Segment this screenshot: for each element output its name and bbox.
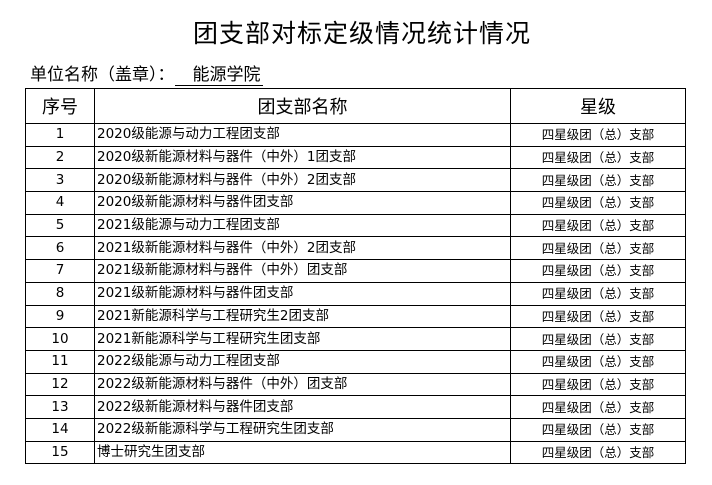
- cell-star-level: 四星级团（总）支部: [510, 304, 686, 329]
- cell-index: 4: [25, 191, 95, 215]
- header-branch-name: 团支部名称: [94, 88, 511, 124]
- cell-index: 15: [25, 440, 95, 465]
- table-row: 2 2020级新能源材料与器件（中外）1团支部 四星级团（总）支部: [25, 145, 686, 170]
- cell-index: 6: [25, 236, 95, 261]
- cell-star-level: 四星级团（总）支部: [510, 168, 686, 193]
- cell-branch-name: 2020级能源与动力工程团支部: [94, 123, 511, 147]
- cell-branch-name: 2021级新能源材料与器件（中外）2团支部: [94, 236, 511, 261]
- page-title: 团支部对标定级情况统计情况: [192, 19, 531, 48]
- cell-branch-name: 2021级新能源材料与器件团支部: [94, 281, 511, 306]
- unit-line: 单位名称（盖章）： 能源学院: [30, 60, 263, 86]
- cell-branch-name: 2020级新能源材料与器件（中外）2团支部: [94, 168, 511, 193]
- table-row: 14 2022级新能源科学与工程研究生团支部 四星级团（总）支部: [25, 417, 686, 442]
- table-row: 12 2022级新能源材料与器件（中外）团支部 四星级团（总）支部: [25, 372, 686, 397]
- table-row: 13 2022级新能源材料与器件团支部 四星级团（总）支部: [25, 395, 686, 419]
- cell-index: 2: [25, 145, 95, 170]
- table-row: 1 2020级能源与动力工程团支部 四星级团（总）支部: [25, 123, 686, 147]
- cell-branch-name: 2021新能源科学与工程研究生团支部: [94, 327, 511, 351]
- cell-branch-name: 2021级新能源材料与器件（中外）团支部: [94, 259, 511, 283]
- cell-index: 3: [25, 168, 95, 193]
- cell-star-level: 四星级团（总）支部: [510, 372, 686, 397]
- table-row: 10 2021新能源科学与工程研究生团支部 四星级团（总）支部: [25, 327, 686, 351]
- cell-index: 1: [25, 123, 95, 147]
- cell-star-level: 四星级团（总）支部: [510, 327, 686, 351]
- branch-rating-table: 序号 团支部名称 星级 1 2020级能源与动力工程团支部 四星级团（总）支部 2 20…: [25, 88, 686, 465]
- table-row: 7 2021级新能源材料与器件（中外）团支部 四星级团（总）支部: [25, 259, 686, 283]
- cell-index: 8: [25, 281, 95, 306]
- cell-branch-name: 2021新能源科学与工程研究生2团支部: [94, 304, 511, 329]
- table-row: 8 2021级新能源材料与器件团支部 四星级团（总）支部: [25, 281, 686, 306]
- cell-star-level: 四星级团（总）支部: [510, 191, 686, 215]
- cell-star-level: 四星级团（总）支部: [510, 440, 686, 465]
- cell-branch-name: 2022级新能源科学与工程研究生团支部: [94, 417, 511, 442]
- cell-index: 14: [25, 417, 95, 442]
- table-row: 4 2020级新能源材料与器件团支部 四星级团（总）支部: [25, 191, 686, 215]
- table-header-row: 序号 团支部名称 星级: [25, 88, 686, 124]
- cell-branch-name: 2020级新能源材料与器件团支部: [94, 191, 511, 215]
- cell-index: 10: [25, 327, 95, 351]
- cell-branch-name: 2022级能源与动力工程团支部: [94, 349, 511, 374]
- cell-star-level: 四星级团（总）支部: [510, 213, 686, 238]
- cell-index: 12: [25, 372, 95, 397]
- cell-star-level: 四星级团（总）支部: [510, 349, 686, 374]
- cell-star-level: 四星级团（总）支部: [510, 259, 686, 283]
- cell-branch-name: 2022级新能源材料与器件团支部: [94, 395, 511, 419]
- cell-branch-name: 2022级新能源材料与器件（中外）团支部: [94, 372, 511, 397]
- cell-index: 13: [25, 395, 95, 419]
- unit-label: 单位名称（盖章）：: [30, 65, 175, 85]
- table-row: 6 2021级新能源材料与器件（中外）2团支部 四星级团（总）支部: [25, 236, 686, 261]
- cell-star-level: 四星级团（总）支部: [510, 123, 686, 147]
- cell-index: 9: [25, 304, 95, 329]
- cell-index: 7: [25, 259, 95, 283]
- table-row: 5 2021级能源与动力工程团支部 四星级团（总）支部: [25, 213, 686, 238]
- header-index: 序号: [25, 88, 95, 124]
- cell-star-level: 四星级团（总）支部: [510, 417, 686, 442]
- table-row: 15 博士研究生团支部 四星级团（总）支部: [25, 440, 686, 465]
- cell-branch-name: 博士研究生团支部: [94, 440, 511, 465]
- cell-index: 11: [25, 349, 95, 374]
- cell-branch-name: 2021级能源与动力工程团支部: [94, 213, 511, 238]
- cell-star-level: 四星级团（总）支部: [510, 395, 686, 419]
- table-row: 3 2020级新能源材料与器件（中外）2团支部 四星级团（总）支部: [25, 168, 686, 193]
- table-row: 11 2022级能源与动力工程团支部 四星级团（总）支部: [25, 349, 686, 374]
- cell-star-level: 四星级团（总）支部: [510, 236, 686, 261]
- cell-star-level: 四星级团（总）支部: [510, 281, 686, 306]
- cell-index: 5: [25, 213, 95, 238]
- unit-value: 能源学院: [174, 65, 263, 86]
- cell-star-level: 四星级团（总）支部: [510, 145, 686, 170]
- header-star-level: 星级: [510, 88, 686, 124]
- cell-branch-name: 2020级新能源材料与器件（中外）1团支部: [94, 145, 511, 170]
- table-row: 9 2021新能源科学与工程研究生2团支部 四星级团（总）支部: [25, 304, 686, 329]
